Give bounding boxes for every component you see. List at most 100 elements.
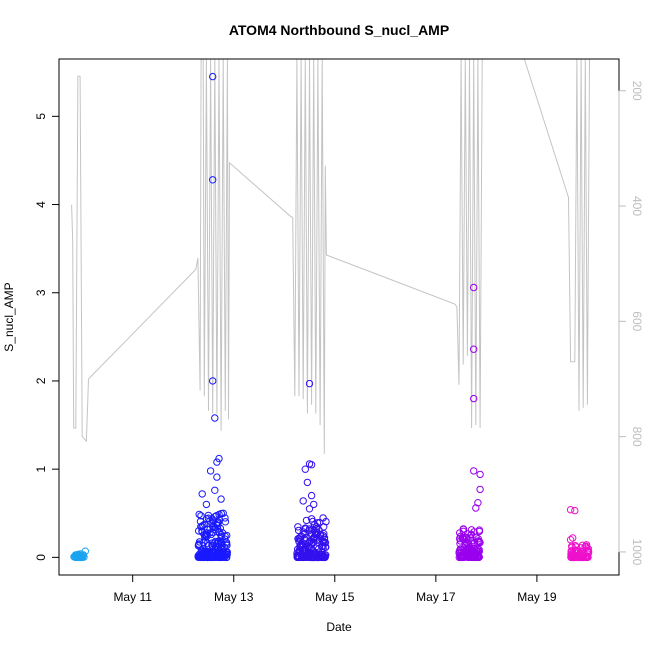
data-point: [217, 495, 225, 503]
data-point: [310, 533, 319, 541]
data-point: [307, 491, 316, 500]
data-point: [467, 531, 475, 539]
data-point: [578, 553, 587, 561]
data-point: [305, 505, 314, 513]
data-point: [210, 523, 219, 532]
data-point: [204, 541, 213, 550]
data-point: [566, 536, 575, 544]
data-point: [299, 497, 307, 505]
data-point: [209, 72, 217, 81]
data-point: [307, 461, 316, 469]
data-point: [574, 552, 582, 560]
right-tick-label: 1000: [630, 539, 644, 566]
line-series-layer: [71, 58, 590, 454]
data-point: [321, 539, 330, 547]
data-point: [474, 537, 482, 545]
data-point: [472, 504, 480, 512]
data-point: [476, 470, 484, 479]
data-point: [195, 538, 204, 546]
data-point: [213, 458, 221, 466]
data-point: [195, 510, 203, 519]
y-tick-label: 2: [34, 377, 48, 384]
data-point: [300, 546, 308, 554]
data-point: [310, 500, 318, 509]
chart-title: ATOM4 Northbound S_nucl_AMP: [229, 22, 449, 38]
y-axis: 0 1 2 3 4 5: [34, 113, 60, 561]
data-point: [212, 512, 221, 520]
right-axis: 200 400 600 800 1000: [618, 81, 644, 566]
data-point: [216, 540, 224, 548]
data-point: [581, 543, 589, 551]
data-point: [211, 414, 219, 422]
data-point: [476, 485, 484, 494]
x-axis: May 11 May 13 May 15 May 17 May 19: [113, 574, 557, 604]
data-point: [320, 552, 328, 561]
data-point: [200, 551, 208, 559]
x-axis-label: Date: [326, 620, 352, 634]
data-point: [305, 537, 314, 546]
y-tick-label: 0: [34, 554, 48, 561]
x-tick-label: May 15: [315, 590, 355, 604]
y-tick-label: 5: [34, 113, 48, 120]
data-point: [459, 525, 468, 533]
right-tick-label: 400: [630, 196, 644, 216]
data-point: [570, 553, 578, 561]
data-point: [198, 528, 206, 536]
data-point: [219, 509, 227, 517]
data-point: [475, 553, 483, 561]
data-point: [206, 467, 215, 475]
y-tick-label: 1: [34, 465, 48, 472]
data-point: [77, 553, 85, 561]
data-point: [296, 536, 305, 544]
data-point: [197, 512, 205, 520]
data-point: [302, 525, 310, 533]
data-point: [470, 283, 478, 292]
right-tick-label: 600: [630, 311, 644, 331]
data-point: [216, 553, 224, 561]
data-point: [457, 549, 465, 557]
data-point: [217, 533, 225, 541]
data-point: [582, 552, 591, 560]
data-point: [571, 506, 579, 515]
data-point: [221, 514, 229, 522]
point-layer: [70, 72, 593, 562]
data-point: [306, 537, 314, 545]
x-tick-label: May 19: [517, 590, 557, 604]
data-point: [195, 527, 203, 535]
data-point: [467, 526, 476, 534]
data-point: [220, 553, 229, 561]
data-point: [466, 534, 475, 542]
data-point: [577, 544, 585, 552]
data-point: [299, 542, 308, 550]
data-point: [213, 473, 221, 481]
data-point: [305, 379, 314, 388]
data-point: [81, 547, 90, 555]
data-point: [296, 533, 304, 541]
data-point: [294, 523, 302, 531]
data-point: [470, 394, 478, 403]
right-tick-label: 800: [630, 427, 644, 447]
right-tick-label: 200: [630, 81, 644, 101]
data-point: [209, 176, 217, 184]
data-point: [458, 533, 467, 541]
line-series: [71, 58, 590, 454]
x-tick-label: May 13: [214, 590, 254, 604]
data-point: [474, 549, 482, 557]
data-point: [202, 500, 211, 509]
data-point: [204, 514, 213, 522]
data-point: [470, 345, 478, 353]
data-point: [566, 506, 575, 514]
data-point: [301, 529, 309, 538]
data-point: [302, 553, 310, 561]
data-point: [294, 526, 303, 535]
data-point: [582, 541, 591, 549]
data-point: [322, 551, 330, 559]
data-point: [211, 552, 220, 561]
x-tick-label: May 11: [113, 590, 152, 604]
y-axis-label: S_nucl_AMP: [2, 282, 16, 351]
data-point: [207, 553, 215, 562]
data-point: [209, 377, 217, 385]
x-tick-label: May 17: [416, 590, 456, 604]
data-point: [569, 534, 577, 542]
